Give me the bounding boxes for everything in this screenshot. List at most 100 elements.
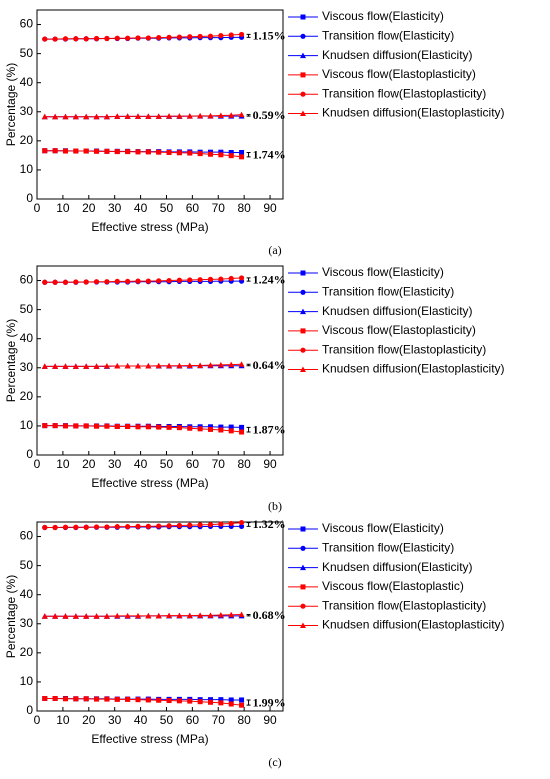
marker bbox=[104, 696, 110, 702]
difference-bracket bbox=[246, 151, 251, 158]
marker bbox=[104, 524, 110, 530]
marker bbox=[207, 424, 213, 430]
marker bbox=[238, 519, 245, 526]
marker bbox=[104, 423, 110, 429]
series-line bbox=[44, 363, 242, 367]
series-line bbox=[44, 613, 242, 617]
legend-label: Transition flow(Elastoplasticity) bbox=[322, 342, 486, 356]
marker bbox=[300, 72, 306, 78]
y-tick-label: 0 bbox=[26, 447, 33, 461]
marker bbox=[73, 148, 79, 154]
marker bbox=[41, 363, 48, 369]
marker bbox=[176, 113, 183, 119]
marker bbox=[239, 154, 245, 160]
marker bbox=[93, 279, 100, 285]
marker bbox=[176, 362, 183, 369]
marker bbox=[238, 31, 245, 38]
legend-label: Knudsen diffusion(Elastoplasticity) bbox=[322, 618, 505, 632]
marker bbox=[218, 697, 224, 703]
marker bbox=[166, 34, 172, 40]
marker bbox=[228, 424, 234, 430]
y-tick-label: 60 bbox=[20, 529, 34, 543]
marker bbox=[125, 696, 131, 702]
marker bbox=[300, 328, 306, 334]
marker bbox=[207, 362, 214, 368]
marker bbox=[83, 36, 89, 42]
marker bbox=[300, 110, 306, 116]
marker bbox=[187, 150, 193, 156]
marker bbox=[125, 424, 131, 430]
marker bbox=[72, 613, 79, 619]
marker bbox=[207, 699, 213, 705]
marker bbox=[104, 279, 110, 285]
marker bbox=[238, 275, 245, 281]
marker bbox=[187, 277, 193, 283]
y-tick-label: 20 bbox=[20, 133, 34, 147]
x-tick-label: 70 bbox=[212, 201, 226, 215]
marker bbox=[134, 612, 141, 619]
marker bbox=[42, 36, 48, 42]
marker bbox=[176, 522, 183, 529]
marker bbox=[228, 611, 235, 618]
marker bbox=[62, 148, 68, 154]
marker bbox=[300, 526, 306, 532]
marker bbox=[218, 152, 224, 158]
marker bbox=[83, 363, 90, 369]
marker bbox=[72, 363, 79, 369]
marker bbox=[238, 611, 245, 617]
marker bbox=[176, 698, 182, 704]
legend-label: Knudsen diffusion(Elasticity) bbox=[322, 560, 473, 574]
marker bbox=[238, 111, 245, 118]
marker bbox=[62, 524, 69, 530]
x-axis-label: Effective stress (MPa) bbox=[91, 476, 208, 490]
marker bbox=[114, 113, 121, 119]
marker bbox=[83, 148, 89, 154]
marker bbox=[207, 612, 214, 618]
plot-frame bbox=[36, 265, 284, 456]
marker bbox=[228, 153, 234, 159]
x-tick-label: 70 bbox=[212, 713, 226, 727]
marker bbox=[228, 112, 235, 118]
marker bbox=[52, 279, 58, 285]
marker bbox=[93, 524, 100, 530]
marker bbox=[42, 279, 48, 285]
marker bbox=[41, 113, 48, 120]
marker bbox=[155, 113, 162, 119]
difference-bracket bbox=[246, 613, 251, 617]
marker bbox=[156, 149, 162, 155]
marker bbox=[145, 149, 151, 155]
marker bbox=[197, 426, 203, 432]
marker bbox=[73, 279, 79, 285]
x-tick-label: 90 bbox=[263, 713, 277, 727]
marker bbox=[197, 362, 204, 368]
y-axis-label: Percentage (%) bbox=[4, 319, 18, 402]
marker bbox=[197, 612, 204, 618]
x-tick-label: 10 bbox=[56, 713, 70, 727]
annotation: 1.87% bbox=[253, 422, 286, 436]
y-tick-label: 20 bbox=[20, 645, 34, 659]
marker bbox=[300, 564, 306, 571]
marker bbox=[104, 148, 110, 154]
marker bbox=[73, 696, 79, 702]
legend-label: Transition flow(Elasticity) bbox=[322, 28, 454, 42]
legend-label: Transition flow(Elasticity) bbox=[322, 284, 454, 298]
x-tick-label: 30 bbox=[108, 713, 122, 727]
x-tick-label: 20 bbox=[82, 201, 96, 215]
marker bbox=[114, 35, 120, 41]
marker bbox=[197, 699, 203, 705]
marker bbox=[300, 366, 306, 372]
marker bbox=[114, 149, 120, 155]
marker bbox=[197, 522, 203, 528]
marker bbox=[103, 113, 110, 120]
marker bbox=[218, 700, 224, 706]
marker bbox=[166, 424, 172, 430]
chart: 0 10 20 30 40 50 60 70 80 90 0 10 20 30 40 50 60 Effectiv… bbox=[4, 9, 504, 257]
difference-bracket bbox=[246, 33, 251, 38]
legend-label: Transition flow(Elasticity) bbox=[322, 540, 454, 554]
marker bbox=[300, 603, 306, 609]
marker bbox=[145, 363, 152, 369]
marker bbox=[83, 423, 89, 429]
annotation: 0.68% bbox=[253, 608, 286, 622]
annotation: 1.99% bbox=[253, 695, 286, 709]
